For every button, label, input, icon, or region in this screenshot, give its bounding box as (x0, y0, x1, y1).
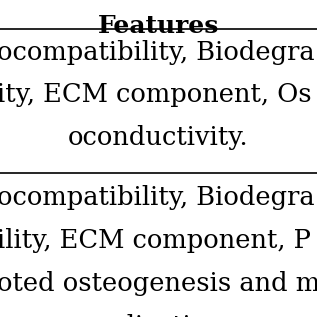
Text: ocompatibility, Biodegra: ocompatibility, Biodegra (0, 40, 314, 65)
Text: ity, ECM component, Os: ity, ECM component, Os (0, 82, 312, 107)
Text: oted osteogenesis and m: oted osteogenesis and m (0, 271, 317, 296)
Text: ocompatibility, Biodegra: ocompatibility, Biodegra (0, 185, 314, 210)
Text: eralization.: eralization. (85, 314, 232, 317)
Text: oconductivity.: oconductivity. (68, 125, 249, 150)
Text: ility, ECM component, P: ility, ECM component, P (0, 228, 311, 253)
Text: Features: Features (98, 14, 219, 38)
